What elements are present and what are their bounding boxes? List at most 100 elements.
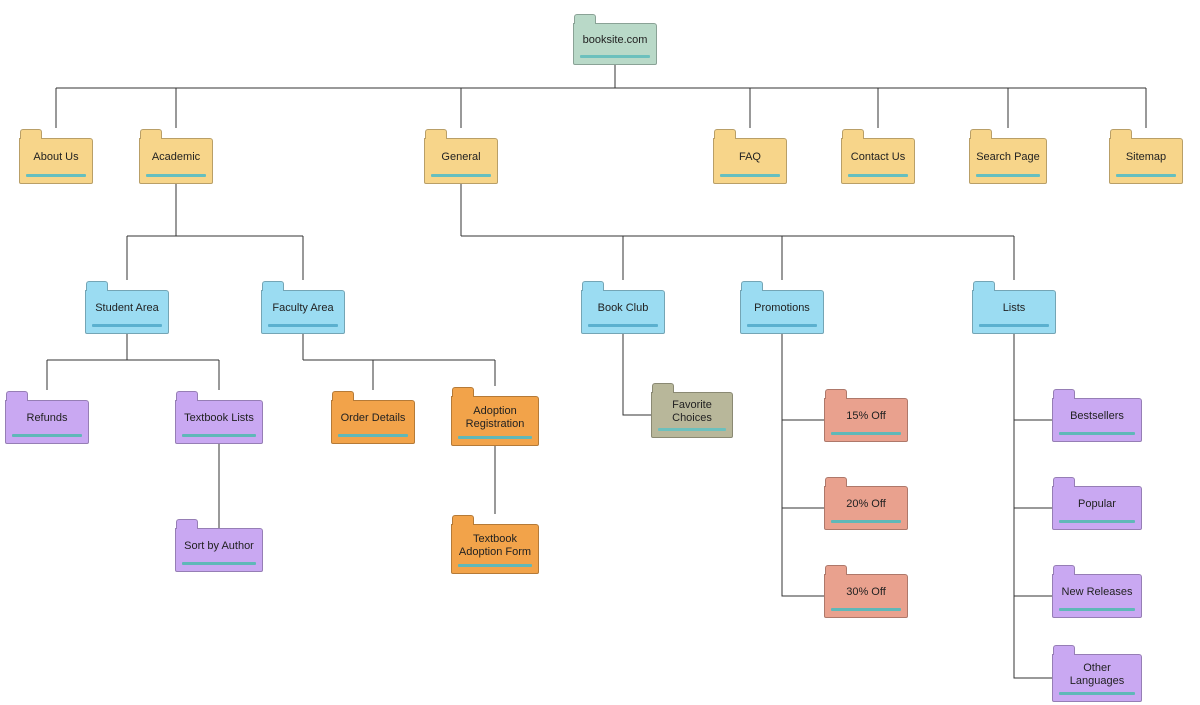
folder-icon: Sort by Author [175,528,263,572]
accent-bar [182,562,256,565]
node-label: Favorite Choices [658,399,726,425]
node-label: Textbook Lists [184,412,254,425]
node-label: Academic [152,151,200,164]
folder-icon: Sitemap [1109,138,1183,184]
node-lists: Lists [972,290,1056,334]
accent-bar [92,324,162,327]
node-label: Order Details [341,412,406,425]
accent-bar [268,324,338,327]
edges-layer [0,0,1200,705]
accent-bar [458,436,532,439]
accent-bar [1059,432,1135,435]
accent-bar [146,174,206,177]
folder-icon: Student Area [85,290,169,334]
node-label: FAQ [739,151,761,164]
node-adoptfrm: Textbook Adoption Form [451,524,539,574]
node-label: Promotions [754,302,810,315]
node-orderdet: Order Details [331,400,415,444]
node-label: Bestsellers [1070,410,1124,423]
node-p20: 20% Off [824,486,908,530]
node-contact: Contact Us [841,138,915,184]
node-label: Lists [1003,302,1026,315]
node-label: 15% Off [846,410,886,423]
node-label: 20% Off [846,498,886,511]
accent-bar [458,564,532,567]
accent-bar [1059,692,1135,695]
node-label: Sitemap [1126,151,1166,164]
node-faq: FAQ [713,138,787,184]
folder-icon: Adoption Registration [451,396,539,446]
accent-bar [12,434,82,437]
node-label: About Us [33,151,78,164]
folder-icon: 30% Off [824,574,908,618]
node-root: booksite.com [573,23,657,65]
node-promo: Promotions [740,290,824,334]
node-label: New Releases [1062,586,1133,599]
accent-bar [1059,608,1135,611]
folder-icon: Order Details [331,400,415,444]
node-lang: Other Languages [1052,654,1142,702]
node-refunds: Refunds [5,400,89,444]
node-sortauth: Sort by Author [175,528,263,572]
accent-bar [831,432,901,435]
node-label: Student Area [95,302,159,315]
accent-bar [588,324,658,327]
folder-icon: General [424,138,498,184]
node-p15: 15% Off [824,398,908,442]
folder-icon: Popular [1052,486,1142,530]
folder-icon: Lists [972,290,1056,334]
folder-icon: booksite.com [573,23,657,65]
folder-icon: Textbook Adoption Form [451,524,539,574]
accent-bar [1059,520,1135,523]
accent-bar [26,174,86,177]
node-favchoices: Favorite Choices [651,392,733,438]
node-label: Search Page [976,151,1040,164]
folder-icon: Refunds [5,400,89,444]
accent-bar [580,55,650,58]
folder-icon: FAQ [713,138,787,184]
folder-icon: Favorite Choices [651,392,733,438]
node-label: Book Club [598,302,649,315]
accent-bar [182,434,256,437]
folder-icon: Contact Us [841,138,915,184]
node-best: Bestsellers [1052,398,1142,442]
accent-bar [338,434,408,437]
node-adoptreg: Adoption Registration [451,396,539,446]
folder-icon: Textbook Lists [175,400,263,444]
accent-bar [431,174,491,177]
folder-icon: Academic [139,138,213,184]
node-label: Textbook Adoption Form [458,533,532,559]
node-p30: 30% Off [824,574,908,618]
node-label: 30% Off [846,586,886,599]
folder-icon: Book Club [581,290,665,334]
node-general: General [424,138,498,184]
accent-bar [979,324,1049,327]
accent-bar [720,174,780,177]
accent-bar [1116,174,1176,177]
accent-bar [848,174,908,177]
node-label: General [441,151,480,164]
node-label: Refunds [27,412,68,425]
accent-bar [976,174,1040,177]
folder-icon: 20% Off [824,486,908,530]
node-txtlists: Textbook Lists [175,400,263,444]
node-label: booksite.com [583,34,648,47]
node-label: Sort by Author [184,540,254,553]
node-bookclub: Book Club [581,290,665,334]
folder-icon: Faculty Area [261,290,345,334]
folder-icon: Other Languages [1052,654,1142,702]
node-about: About Us [19,138,93,184]
node-label: Contact Us [851,151,905,164]
node-student: Student Area [85,290,169,334]
folder-icon: Search Page [969,138,1047,184]
node-pop: Popular [1052,486,1142,530]
node-label: Faculty Area [272,302,333,315]
node-sitemap: Sitemap [1109,138,1183,184]
node-label: Popular [1078,498,1116,511]
node-label: Other Languages [1059,662,1135,688]
node-label: Adoption Registration [458,405,532,431]
node-faculty: Faculty Area [261,290,345,334]
accent-bar [747,324,817,327]
accent-bar [658,428,726,431]
folder-icon: 15% Off [824,398,908,442]
